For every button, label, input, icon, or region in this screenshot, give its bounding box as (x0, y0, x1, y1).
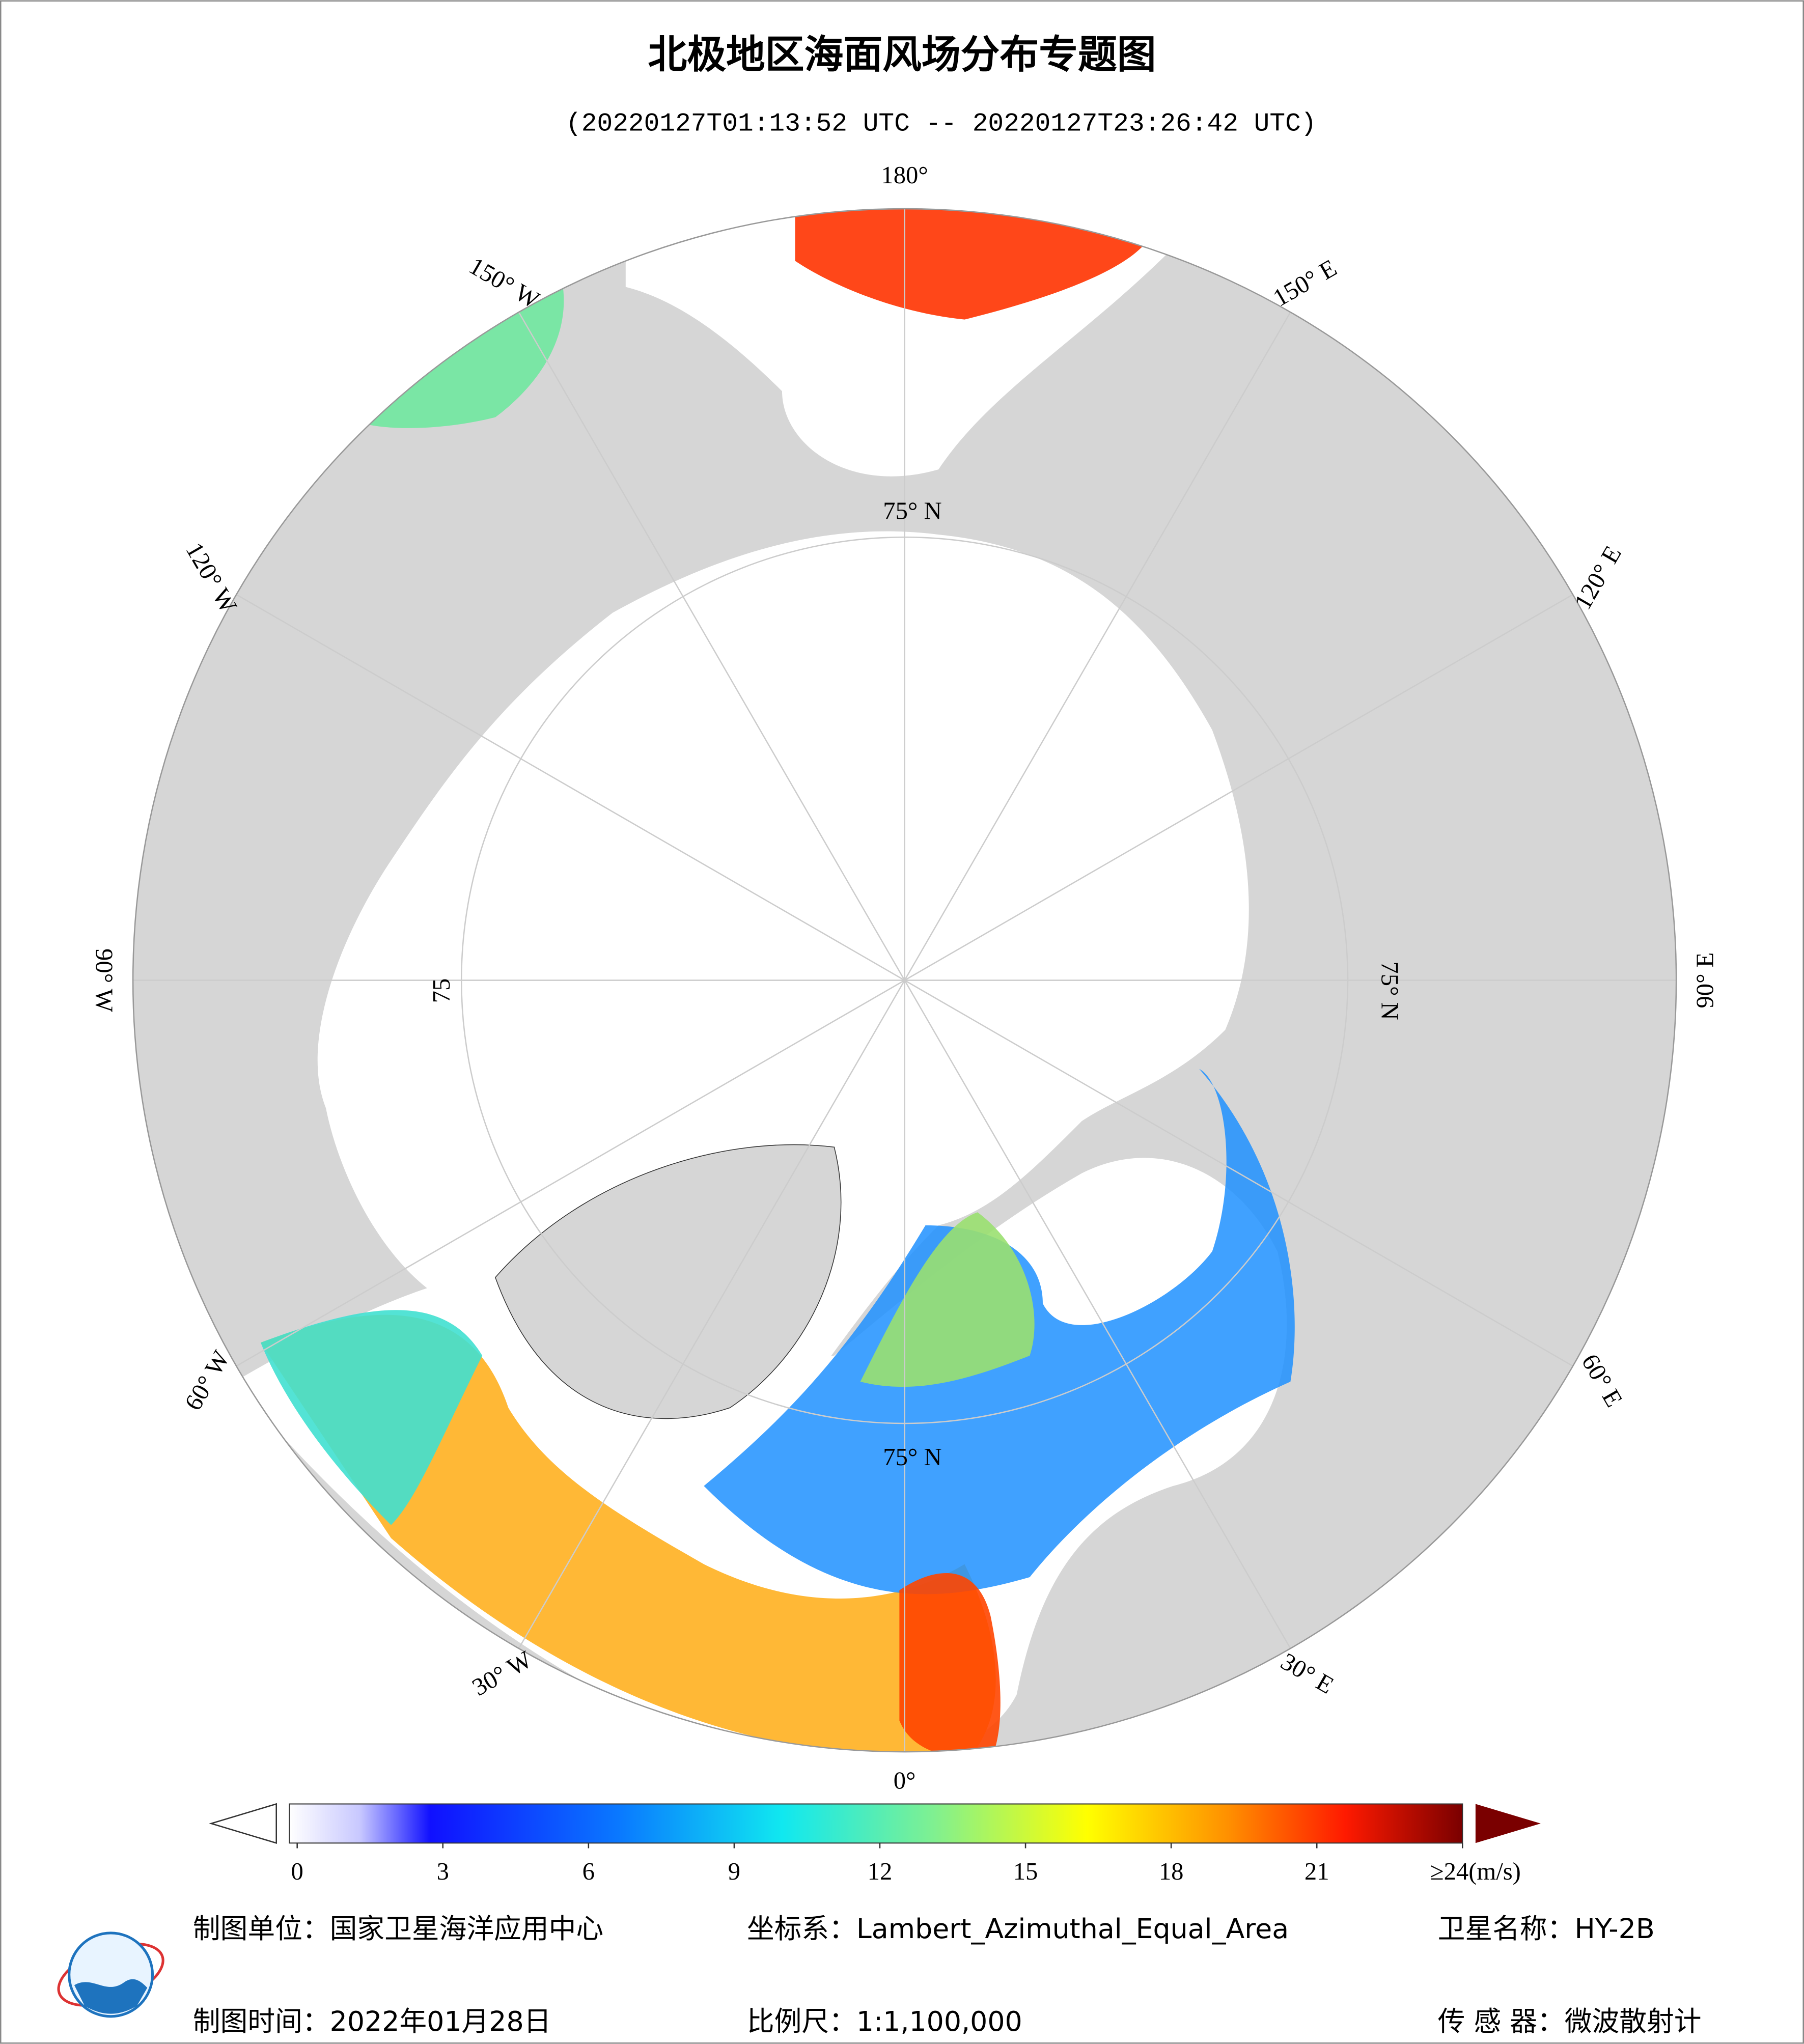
map-date: 制图时间：2022年01月28日 (193, 2005, 551, 2037)
meridian (904, 979, 1291, 1649)
latitude-label: 75° N (883, 497, 941, 524)
meridian (236, 979, 905, 1367)
producer: 制图单位：国家卫星海洋应用中心 (193, 1913, 603, 1945)
greenland (494, 1144, 842, 1419)
colorbar-tick-label: 9 (728, 1858, 740, 1885)
longitude-label: 90° W (91, 948, 118, 1012)
colorbar (289, 1803, 1463, 1844)
colorbar-tick-label: 12 (868, 1858, 893, 1885)
longitude-label: 180° (881, 161, 928, 189)
logo (57, 1931, 164, 2018)
wind-patch-svalbard (860, 1212, 1035, 1387)
map-body (133, 209, 1677, 1752)
colorbar-high-arrow (1475, 1804, 1541, 1843)
sensor: 传 感 器：微波散射计 (1438, 2005, 1702, 2037)
colorbar-low-arrow (209, 1803, 277, 1844)
meridian (236, 594, 905, 981)
satellite: 卫星名称：HY-2B (1438, 1913, 1655, 1945)
colorbar-tick-label: 18 (1159, 1858, 1184, 1885)
colorbar-tick-label: 3 (437, 1858, 449, 1885)
graticule (133, 209, 1677, 1752)
subtitle: (20220127T01:13:52 UTC -- 20220127T23:26… (566, 109, 1316, 138)
scale: 比例尺：1:1,100,000 (747, 2005, 1022, 2037)
colorbar-tick-label: 15 (1013, 1858, 1038, 1885)
colorbar-tick-label: ≥24(m/s) (1430, 1858, 1521, 1885)
wind-patch-labrador (260, 1310, 483, 1525)
longitude-label: 0° (894, 1767, 916, 1795)
colorbar-tick-label: 21 (1305, 1858, 1329, 1885)
latitude-label: 75° N (1376, 961, 1404, 1020)
latitude-label: 75° N (883, 1443, 941, 1471)
latitude-label: 75 (428, 978, 455, 1003)
latitude-circle (460, 536, 1349, 1424)
meridian (904, 979, 1573, 1367)
colorbar-ticks: 0 3 6 9 12 15 18 21 ≥24(m/s) (291, 1843, 1521, 1885)
meridian (518, 979, 905, 1649)
meridian (904, 312, 1291, 981)
wind-patch-norway (899, 1573, 1001, 1752)
coordinate-system: 坐标系：Lambert_Azimuthal_Equal_Area (747, 1913, 1289, 1945)
map-border (132, 208, 1677, 1753)
wind-patch-bering (795, 209, 1147, 320)
title: 北极地区海面风场分布专题图 (648, 33, 1156, 78)
colorbar-tick-label: 6 (582, 1858, 595, 1885)
meridian (518, 312, 905, 981)
meridian (904, 594, 1573, 981)
colorbar-tick-label: 0 (291, 1858, 303, 1885)
longitude-label: 90° E (1691, 953, 1719, 1009)
